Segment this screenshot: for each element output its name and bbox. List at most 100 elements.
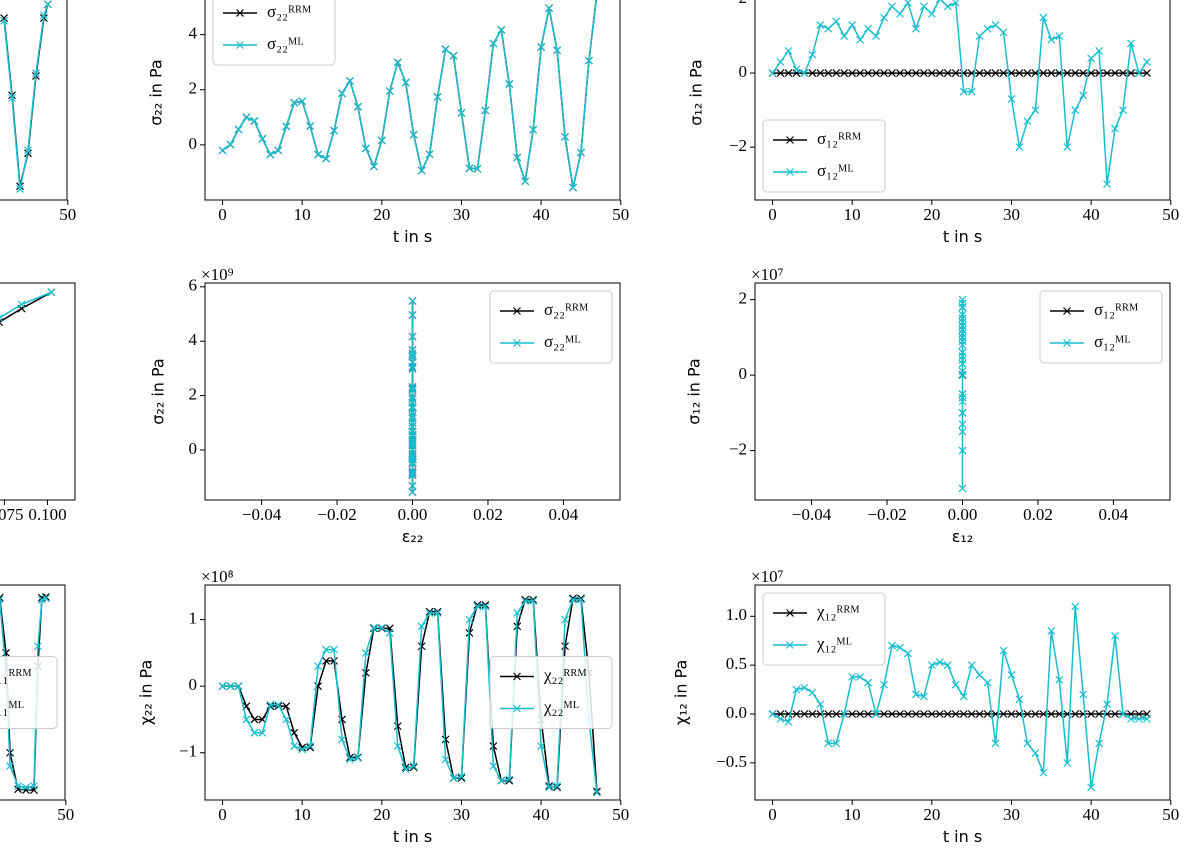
axis-multiplier: ×10⁸ — [201, 567, 234, 586]
series-marker — [218, 682, 227, 691]
y-tick-label: −1 — [179, 742, 197, 761]
series-marker — [784, 46, 793, 55]
series-marker — [258, 134, 267, 143]
plot-area — [218, 594, 601, 797]
series-marker — [393, 722, 402, 731]
series-marker — [529, 597, 538, 605]
series-marker — [401, 765, 410, 774]
series-marker — [880, 69, 888, 77]
series-marker — [1063, 69, 1072, 77]
plot-area — [768, 602, 1151, 792]
series-marker — [409, 763, 418, 772]
series-marker — [832, 17, 841, 26]
x-tick-label: 30 — [1003, 805, 1020, 824]
series-marker — [975, 710, 984, 718]
series-marker — [1111, 69, 1119, 77]
series-marker — [927, 661, 936, 670]
series-marker — [800, 683, 809, 692]
legend: χ₁₂ᴿᴿᴹ χ₁₂ᴹᴸ — [762, 592, 886, 666]
series-marker — [408, 393, 417, 401]
legend-label: χ₁₁ᴹᴸ — [0, 697, 24, 716]
series-marker — [553, 46, 561, 55]
series-marker — [1015, 143, 1024, 152]
series-marker — [959, 710, 968, 718]
series-marker — [919, 710, 928, 718]
x-tick-label: 0 — [218, 205, 227, 224]
subplot: 0 10 20 30 40 50 −0.5 0.0 0.5 1.0 t in s χ₁₂ in Pa ×… — [672, 567, 1180, 846]
series-marker — [1135, 69, 1143, 77]
series-marker — [408, 412, 417, 420]
legend-marker — [513, 672, 521, 681]
series-marker — [569, 595, 577, 604]
series-marker — [792, 685, 801, 694]
series-marker — [489, 742, 498, 751]
series-marker — [1119, 710, 1127, 718]
series-marker — [896, 69, 904, 77]
series-marker — [433, 607, 442, 616]
series-marker — [481, 106, 490, 115]
series-marker — [354, 754, 362, 762]
series-marker — [408, 441, 417, 450]
y-axis-label: σ₁₂ in Pa — [685, 358, 704, 424]
series-marker — [1007, 670, 1016, 679]
series-marker — [0, 593, 4, 602]
series-marker — [8, 94, 16, 102]
series-marker — [856, 69, 865, 77]
series-marker — [991, 69, 1000, 77]
series-marker — [943, 69, 952, 77]
series-marker — [330, 656, 338, 665]
series-marker — [958, 303, 967, 312]
series-marker — [290, 728, 299, 737]
series-marker — [346, 755, 354, 764]
legend-marker — [1063, 307, 1071, 315]
series-marker — [943, 710, 952, 718]
series-marker — [958, 397, 967, 406]
legend: σ₂₂ᴿᴿᴹ σ₂₂ᴹᴸ — [489, 290, 613, 364]
series-marker — [1087, 710, 1096, 718]
series-marker — [408, 395, 417, 404]
series-marker — [967, 661, 976, 670]
series-marker — [377, 623, 386, 632]
y-tick-label: 0 — [739, 364, 748, 383]
series-marker — [856, 35, 865, 44]
series-marker — [290, 742, 299, 751]
series-marker — [888, 2, 896, 11]
series-marker — [592, 788, 601, 797]
series-marker — [306, 742, 315, 751]
series-marker — [1103, 700, 1111, 709]
series-marker — [408, 332, 417, 341]
series-marker — [951, 680, 960, 689]
series-marker — [242, 715, 251, 724]
y-axis-label: χ₁₂ in Pa — [672, 660, 691, 726]
series-marker — [935, 0, 944, 3]
x-tick-label: 0.00 — [398, 505, 428, 524]
series-marker — [1079, 69, 1088, 77]
series-marker — [943, 661, 952, 670]
x-tick-label: 30 — [1003, 205, 1020, 224]
series-marker — [408, 431, 417, 439]
series-marker — [408, 297, 417, 305]
series-marker — [1119, 106, 1127, 115]
x-tick-label: 0.075 — [0, 505, 24, 524]
series-marker — [904, 710, 912, 718]
series-marker — [6, 762, 14, 770]
series-marker — [433, 92, 442, 101]
legend: σ₂₂ᴿᴿᴹ σ₂₂ᴹᴸ — [212, 0, 336, 66]
legend-label: σ₂₂ᴿᴿᴹ — [544, 300, 588, 319]
series-marker — [47, 288, 56, 297]
series-marker — [983, 678, 992, 687]
legend-marker — [513, 339, 521, 347]
series-marker — [393, 58, 402, 67]
series-marker — [792, 65, 801, 74]
series-marker — [577, 594, 585, 603]
x-tick-label: 10 — [844, 205, 861, 224]
subplot: −0.04 −0.02 0.00 0.02 0.04 −2 0 2 ε₁₂ σ₁₂ in Pa ×1… — [685, 265, 1171, 546]
legend: χ₂₂ᴿᴿᴹ χ₂₂ᴹᴸ — [489, 656, 613, 729]
series-marker — [919, 69, 928, 77]
series-marker — [521, 177, 530, 186]
legend-marker — [513, 307, 521, 315]
series-marker — [553, 782, 561, 790]
series-marker — [880, 680, 888, 689]
series-marker — [911, 24, 920, 33]
y-axis-label: σ₂₂ in Pa — [149, 358, 168, 424]
